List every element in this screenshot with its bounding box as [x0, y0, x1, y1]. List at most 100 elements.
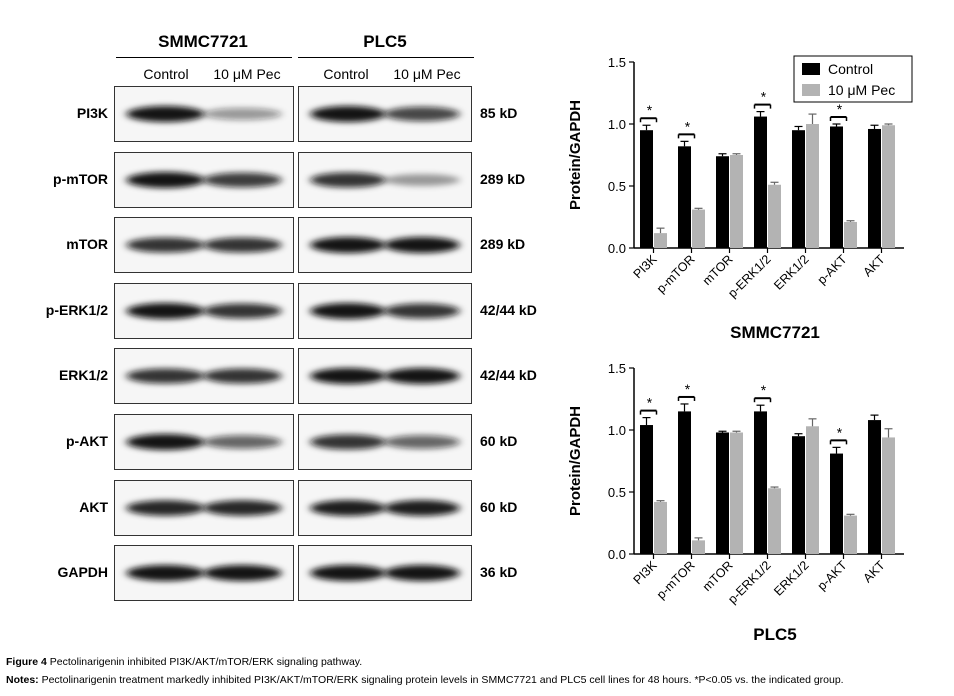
y-tick-label: 0.5	[608, 485, 626, 500]
significance-star: *	[685, 118, 691, 134]
bar	[882, 437, 895, 554]
figure-title: Pectolinarigenin inhibited PI3K/AKT/mTOR…	[46, 656, 363, 668]
significance-star: *	[647, 102, 653, 118]
blot-image	[114, 217, 294, 274]
bar	[844, 515, 857, 554]
blot-image	[114, 545, 294, 602]
blot-row-label: p-ERK1/2	[45, 301, 108, 318]
blot-header-underline-smmc7721	[116, 57, 292, 58]
condition-label-plc5-control: Control	[323, 66, 369, 82]
bar	[844, 221, 857, 248]
bar	[768, 488, 781, 554]
blot-image	[298, 151, 472, 208]
y-tick-label: 1.0	[608, 117, 626, 132]
x-tick-label: mTOR	[700, 252, 736, 288]
blot-image	[114, 479, 294, 536]
protein-band	[310, 172, 386, 188]
blot-header-underline-plc5	[298, 57, 474, 58]
figure-notes: Notes: Pectolinarigenin treatment marked…	[6, 674, 844, 686]
significance-star: *	[761, 382, 767, 398]
bar	[716, 156, 729, 248]
blot-image	[114, 151, 294, 208]
bar	[868, 420, 881, 554]
protein-band	[126, 302, 205, 319]
y-axis-label: Protein/GAPDH	[567, 406, 584, 516]
protein-band	[384, 368, 460, 385]
significance-star: *	[761, 89, 767, 105]
blot-image	[298, 86, 472, 142]
bar	[692, 540, 705, 554]
bar	[830, 453, 843, 554]
protein-band	[384, 237, 460, 254]
protein-band	[126, 106, 205, 122]
blot-header-smmc7721: SMMC7721	[158, 32, 248, 51]
significance-star: *	[647, 395, 653, 411]
x-tick-label: ERK1/2	[771, 252, 811, 292]
bar	[754, 116, 767, 248]
blot-image	[298, 479, 472, 536]
protein-band	[310, 434, 386, 450]
bar	[654, 233, 667, 248]
significance-star: *	[837, 424, 843, 440]
protein-band	[310, 237, 386, 254]
blot-row-label: PI3K	[76, 105, 108, 121]
blot-image	[298, 282, 472, 339]
blot-kd-label: 289 kD	[480, 236, 526, 253]
legend-swatch	[802, 84, 820, 96]
protein-band	[203, 499, 282, 516]
protein-band	[310, 565, 386, 582]
protein-band	[126, 368, 205, 384]
protein-band	[203, 303, 282, 319]
condition-label-plc5-pec: 10 μM Pec	[393, 66, 461, 82]
x-tick-label: p-mTOR	[654, 558, 698, 602]
blot-header-plc5: PLC5	[363, 32, 407, 51]
bar	[792, 130, 805, 248]
chart-title: SMMC7721	[730, 323, 820, 342]
x-tick-label: ERK1/2	[771, 558, 811, 598]
x-tick-label: p-AKT	[815, 252, 850, 287]
legend-label: 10 μM Pec	[828, 82, 895, 98]
significance-star: *	[837, 101, 843, 117]
condition-label-smmc-control: Control	[143, 66, 189, 82]
protein-band	[203, 435, 282, 449]
bar	[640, 130, 653, 248]
protein-band	[203, 565, 282, 582]
blot-image	[298, 414, 472, 470]
bar	[792, 436, 805, 554]
bar	[730, 155, 743, 248]
protein-band	[384, 106, 460, 122]
protein-band	[310, 368, 386, 385]
bar	[806, 426, 819, 554]
condition-label-smmc-pec: 10 μM Pec	[213, 66, 281, 82]
protein-band	[203, 368, 282, 384]
blot-row-label: mTOR	[66, 236, 108, 253]
blot-image	[298, 545, 472, 602]
y-tick-label: 0.5	[608, 179, 626, 194]
bar	[868, 128, 881, 248]
protein-band	[126, 434, 205, 450]
protein-band	[384, 565, 460, 582]
protein-band	[126, 237, 205, 253]
blot-row-label: p-mTOR	[53, 170, 108, 187]
y-tick-label: 1.5	[608, 361, 626, 376]
protein-band	[310, 302, 386, 319]
bar-chart-smmc7721: 0.0 0.5 1.0 1.5 Protein/GAPDH PI3K * p-mTOR * mTO…	[567, 55, 913, 342]
blot-kd-label: 60 kD	[480, 498, 518, 515]
protein-band	[203, 237, 282, 253]
bar	[678, 146, 691, 248]
protein-band	[310, 499, 386, 516]
y-tick-label: 0.0	[608, 241, 626, 256]
x-tick-label: p-AKT	[815, 558, 850, 593]
y-tick-label: 1.0	[608, 423, 626, 438]
notes-label: Notes:	[6, 674, 39, 686]
y-axis-label: Protein/GAPDH	[567, 100, 584, 210]
blot-kd-label: 36 kD	[480, 564, 518, 581]
blot-kd-label: 85 kD	[480, 105, 518, 121]
blot-image	[298, 217, 472, 274]
bar	[678, 411, 691, 554]
bar	[716, 432, 729, 554]
legend-label: Control	[828, 61, 873, 77]
blot-image	[114, 348, 294, 405]
bar	[754, 411, 767, 554]
protein-band	[126, 171, 205, 188]
